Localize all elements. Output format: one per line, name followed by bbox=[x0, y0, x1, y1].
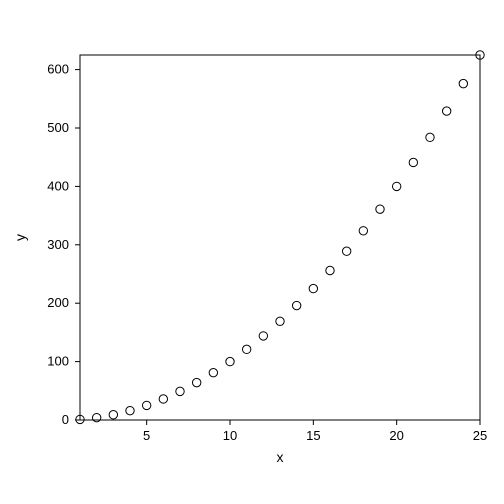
x-tick-label: 15 bbox=[306, 428, 320, 443]
x-axis-label: x bbox=[277, 449, 284, 465]
y-axis-label: y bbox=[12, 234, 28, 241]
y-tick-label: 200 bbox=[47, 295, 69, 310]
x-tick-label: 25 bbox=[473, 428, 487, 443]
y-tick-label: 100 bbox=[47, 354, 69, 369]
plot-background bbox=[0, 0, 504, 504]
y-tick-label: 300 bbox=[47, 237, 69, 252]
x-tick-label: 20 bbox=[389, 428, 403, 443]
y-tick-label: 400 bbox=[47, 178, 69, 193]
y-tick-label: 600 bbox=[47, 62, 69, 77]
y-tick-label: 0 bbox=[62, 412, 69, 427]
y-tick-label: 500 bbox=[47, 120, 69, 135]
x-tick-label: 10 bbox=[223, 428, 237, 443]
scatter-plot: 5 10 15 20 25 0 100 200 300 400 500 600 x y bbox=[0, 0, 504, 504]
x-tick-label: 5 bbox=[143, 428, 150, 443]
